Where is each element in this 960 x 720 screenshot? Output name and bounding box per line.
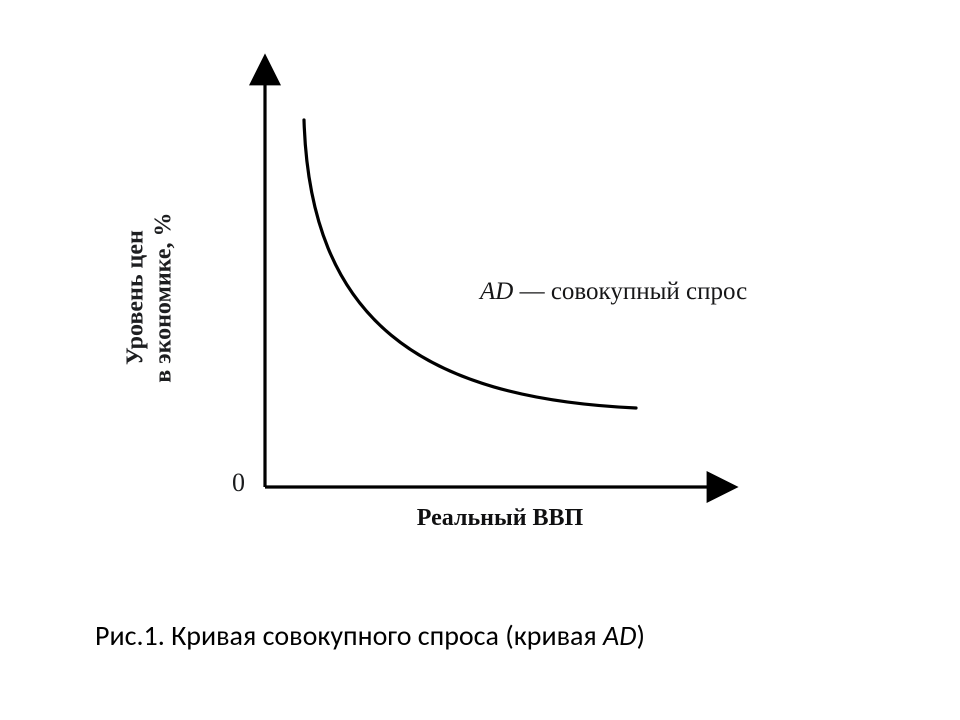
caption-symbol: AD <box>603 618 636 653</box>
y-axis-label-line2: в экономике, % <box>150 138 178 458</box>
x-axis-label: Реальный ВВП <box>370 505 630 532</box>
figure-container: Уровень цен в экономике, % 0 Реальный ВВ… <box>0 0 960 720</box>
origin-label: 0 <box>232 468 245 498</box>
curve-label: AD — совокупный спрос <box>480 278 747 306</box>
ad-curve <box>304 120 636 408</box>
curve-label-symbol: AD <box>480 278 513 305</box>
y-axis-label: Уровень цен в экономике, % <box>122 138 177 458</box>
figure-caption: Рис.1. Кривая совокупного спроса (кривая… <box>95 618 645 653</box>
y-axis-label-line1: Уровень цен <box>122 138 150 458</box>
caption-prefix: Рис.1. Кривая совокупного спроса (кривая <box>95 618 603 653</box>
curve-label-dash: — <box>513 278 551 305</box>
curve-label-text: совокупный спрос <box>551 278 747 305</box>
caption-suffix: ) <box>636 618 645 653</box>
